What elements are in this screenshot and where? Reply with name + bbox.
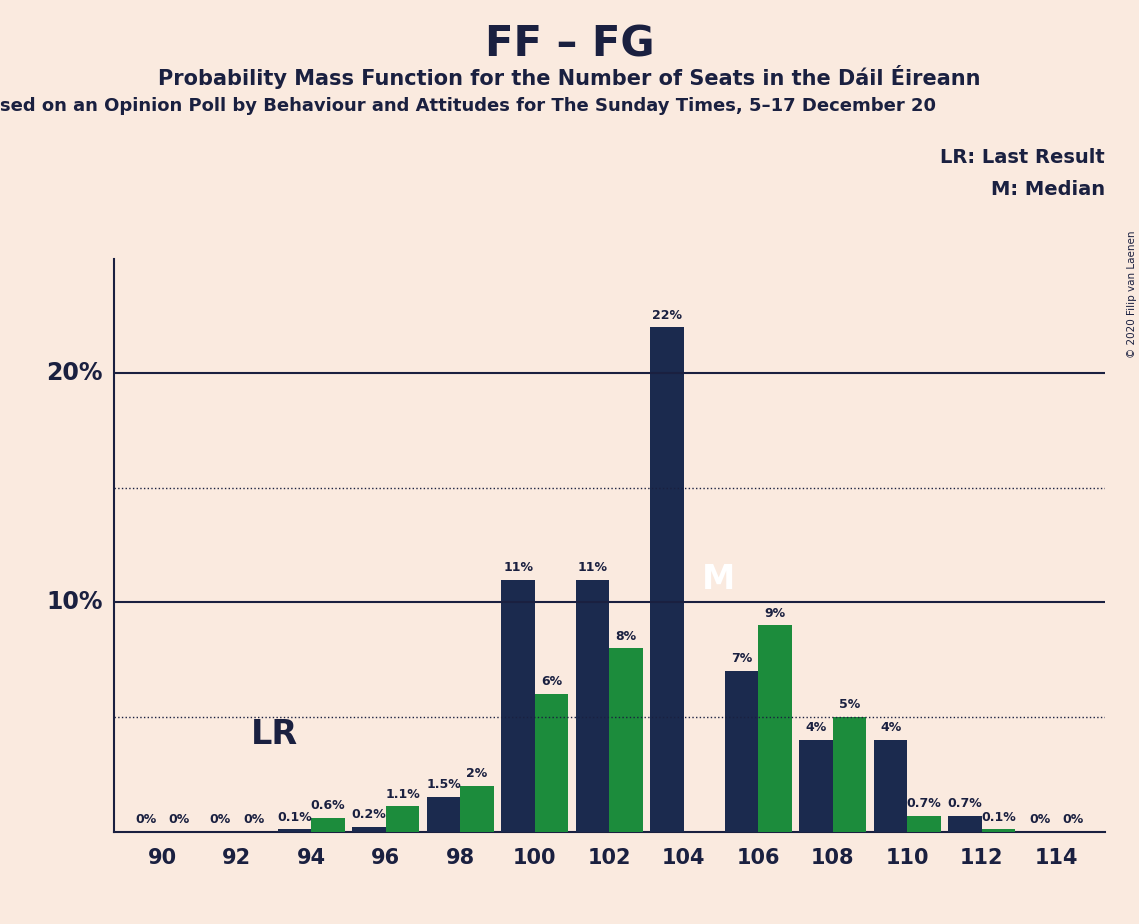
Text: 4%: 4% xyxy=(805,722,827,735)
Text: 0%: 0% xyxy=(243,813,264,826)
Text: 0%: 0% xyxy=(169,813,190,826)
Text: LR: LR xyxy=(251,718,297,751)
Text: 11%: 11% xyxy=(503,561,533,574)
Text: 0.2%: 0.2% xyxy=(352,808,386,821)
Text: M: M xyxy=(702,563,736,596)
Bar xyxy=(311,818,345,832)
Bar xyxy=(460,785,494,832)
Text: FF – FG: FF – FG xyxy=(485,23,654,65)
Bar xyxy=(982,830,1016,832)
Text: sed on an Opinion Poll by Behaviour and Attitudes for The Sunday Times, 5–17 Dec: sed on an Opinion Poll by Behaviour and … xyxy=(0,97,936,115)
Bar xyxy=(908,816,941,832)
Bar xyxy=(535,694,568,832)
Bar xyxy=(650,327,683,832)
Text: 0.7%: 0.7% xyxy=(948,796,983,809)
Text: 0%: 0% xyxy=(1029,813,1050,826)
Text: Probability Mass Function for the Number of Seats in the Dáil Éireann: Probability Mass Function for the Number… xyxy=(158,65,981,89)
Text: 0.7%: 0.7% xyxy=(907,796,942,809)
Text: 10%: 10% xyxy=(46,590,103,614)
Text: 20%: 20% xyxy=(46,361,103,385)
Bar xyxy=(352,827,386,832)
Bar xyxy=(576,579,609,832)
Text: 1.1%: 1.1% xyxy=(385,787,420,801)
Text: 7%: 7% xyxy=(731,652,752,665)
Text: M: Median: M: Median xyxy=(991,180,1105,200)
Bar xyxy=(278,830,311,832)
Text: 8%: 8% xyxy=(615,629,637,642)
Text: 4%: 4% xyxy=(880,722,901,735)
Text: 6%: 6% xyxy=(541,675,563,688)
Text: 0.6%: 0.6% xyxy=(311,799,345,812)
Bar xyxy=(386,807,419,832)
Text: 5%: 5% xyxy=(839,699,860,711)
Bar xyxy=(724,671,759,832)
Bar xyxy=(427,797,460,832)
Text: 0%: 0% xyxy=(1063,813,1084,826)
Text: © 2020 Filip van Laenen: © 2020 Filip van Laenen xyxy=(1126,231,1137,359)
Bar xyxy=(501,579,535,832)
Bar xyxy=(833,717,867,832)
Bar xyxy=(800,740,833,832)
Text: 0%: 0% xyxy=(134,813,156,826)
Bar xyxy=(609,649,642,832)
Text: 2%: 2% xyxy=(467,767,487,780)
Bar xyxy=(759,626,792,832)
Bar xyxy=(949,816,982,832)
Text: 9%: 9% xyxy=(764,607,786,620)
Text: 0.1%: 0.1% xyxy=(277,810,312,823)
Text: 1.5%: 1.5% xyxy=(426,779,461,792)
Text: 22%: 22% xyxy=(653,309,682,322)
Text: LR: Last Result: LR: Last Result xyxy=(940,148,1105,167)
Text: 0%: 0% xyxy=(210,813,231,826)
Text: 0.1%: 0.1% xyxy=(982,810,1016,823)
Text: 11%: 11% xyxy=(577,561,607,574)
Bar xyxy=(874,740,908,832)
